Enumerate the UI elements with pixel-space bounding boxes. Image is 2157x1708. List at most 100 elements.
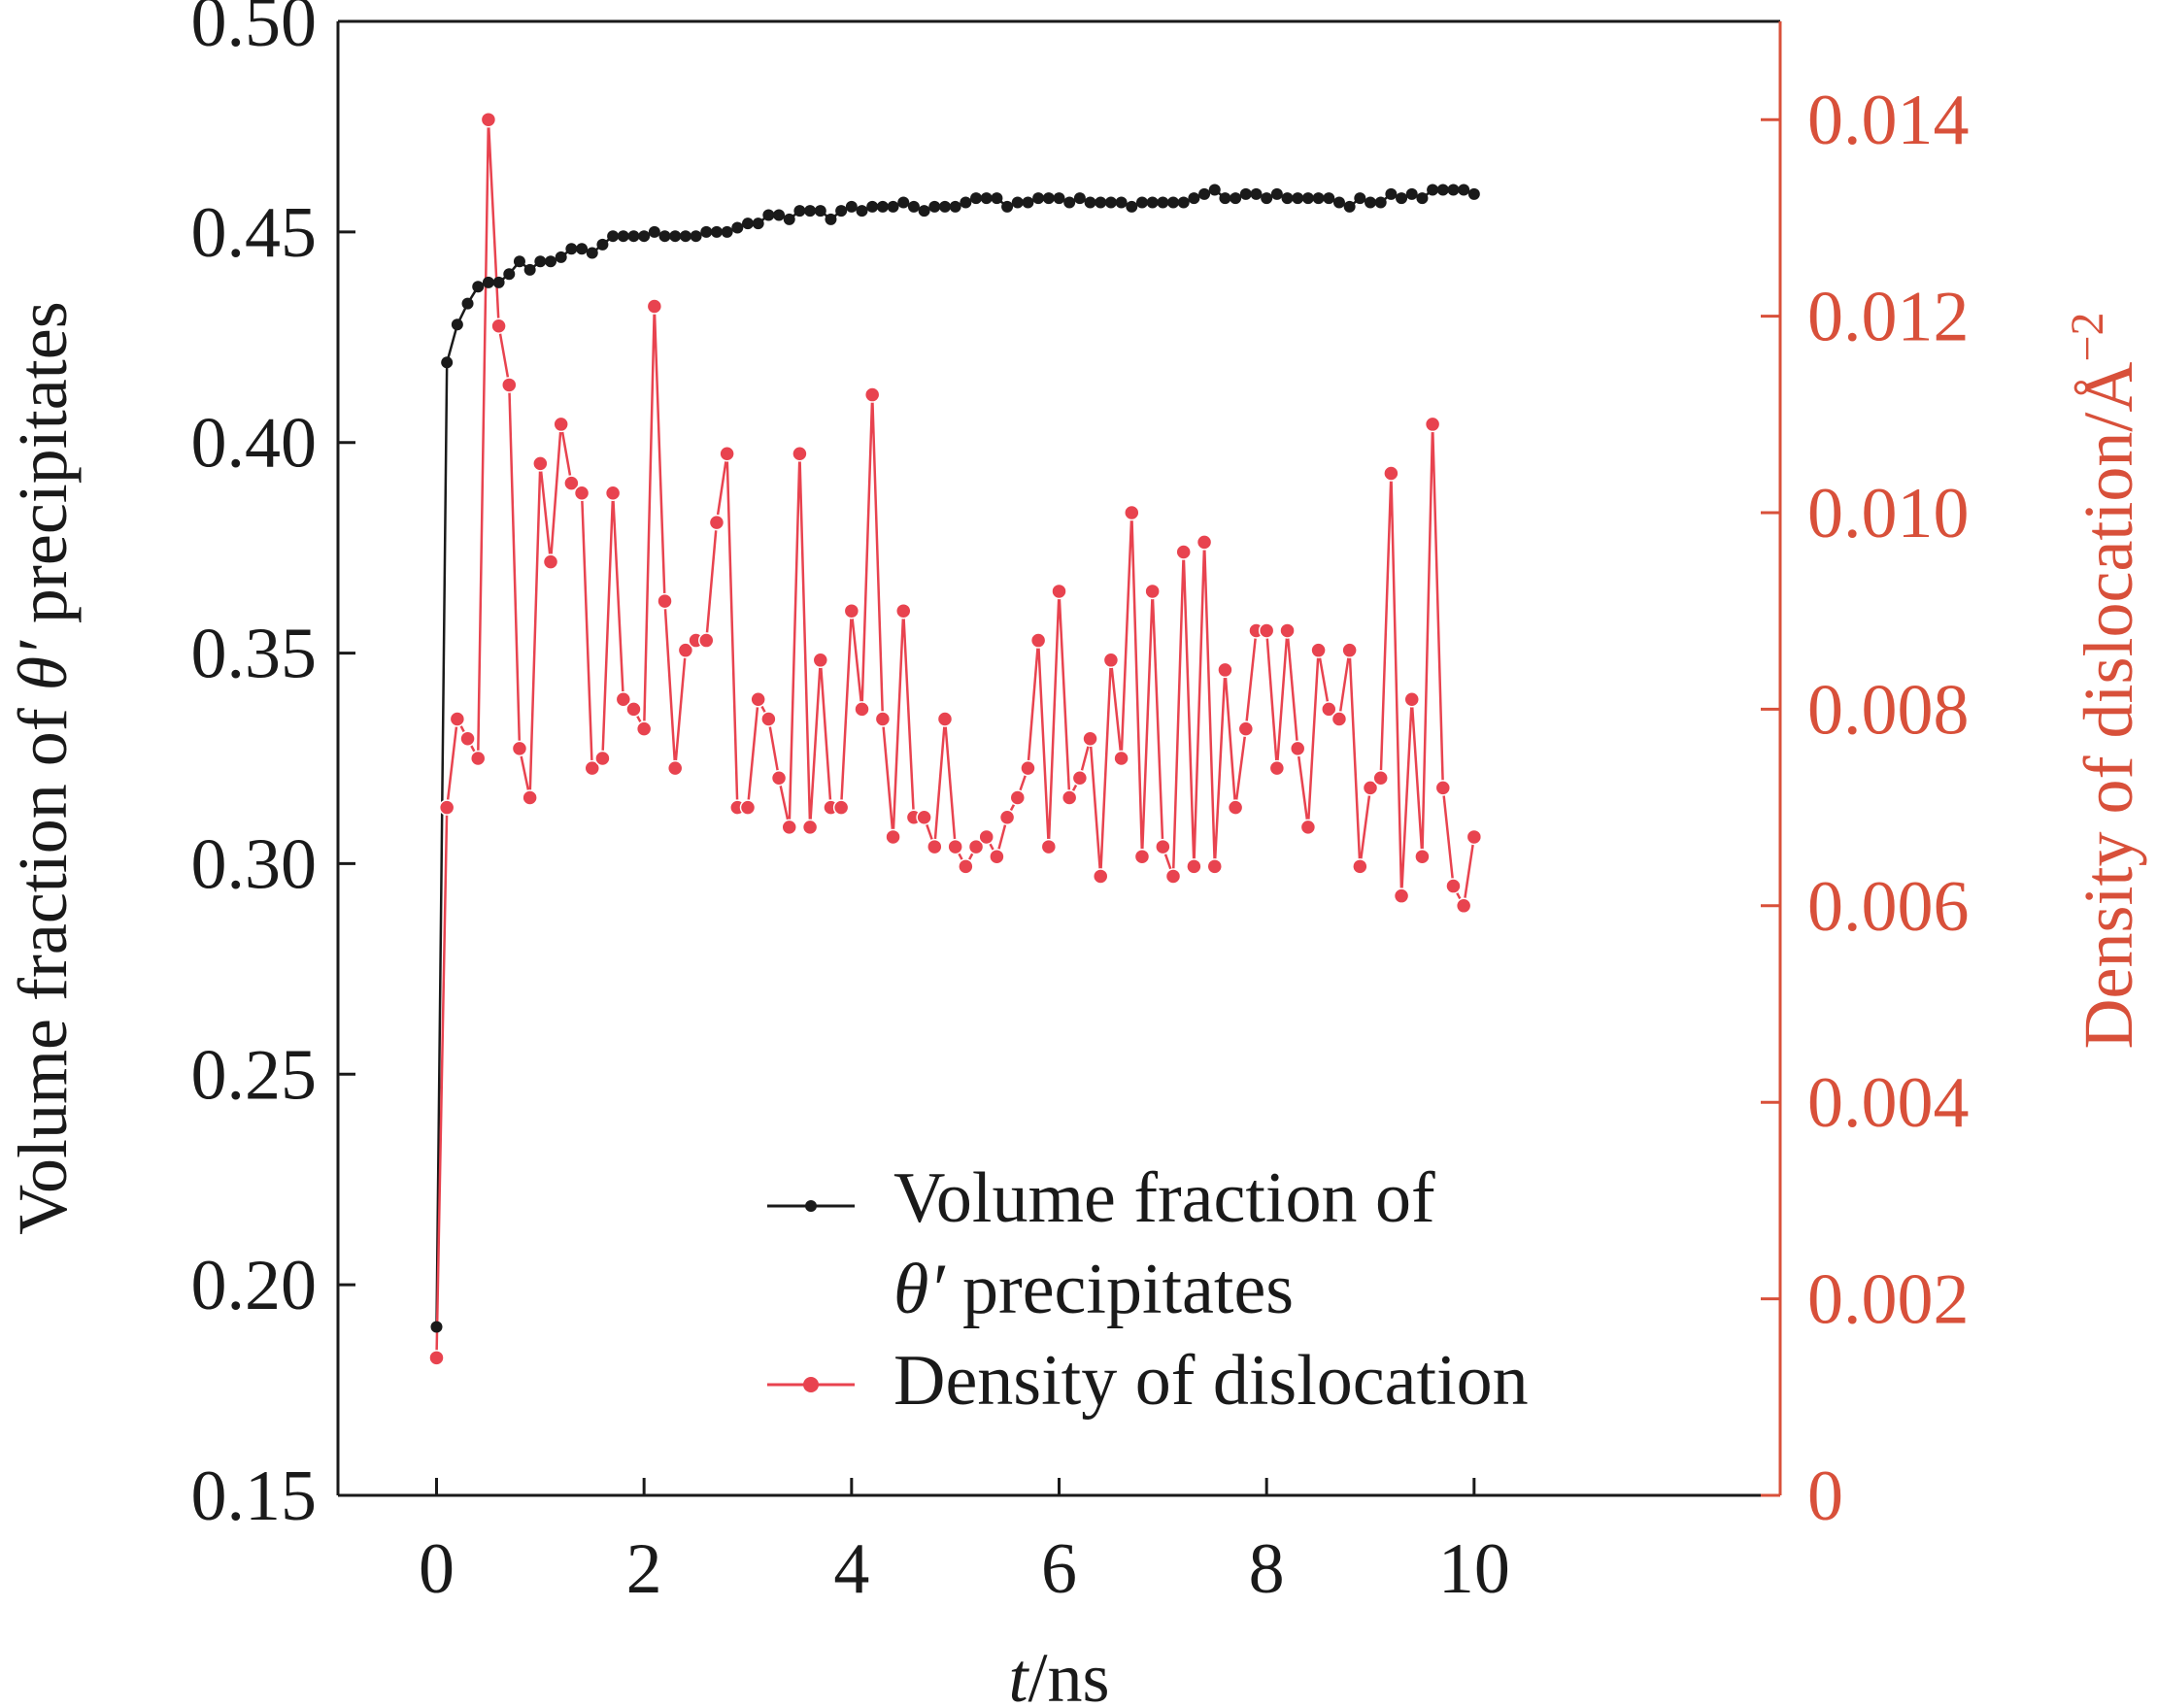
dislocation-density-point bbox=[812, 652, 829, 669]
dislocation-density-point bbox=[1217, 661, 1233, 679]
dislocation-density-point bbox=[1237, 720, 1255, 737]
volume-fraction-point bbox=[835, 205, 848, 218]
right-y-tick-label: 0 bbox=[1807, 1457, 1843, 1536]
left-y-tick-label: 0.45 bbox=[191, 193, 318, 273]
volume-fraction-point bbox=[897, 196, 910, 209]
dislocation-density-point bbox=[760, 711, 777, 727]
dislocation-density-point bbox=[863, 386, 881, 403]
volume-fraction-point bbox=[752, 218, 764, 230]
right-y-axis-title: Density of dislocation/Å−2 bbox=[2062, 313, 2147, 1050]
dislocation-density-point bbox=[646, 298, 663, 315]
dislocation-density-point bbox=[604, 485, 622, 502]
dislocation-density-point bbox=[553, 416, 569, 433]
right-y-tick-label: 0.008 bbox=[1807, 670, 1970, 750]
volume-fraction-point bbox=[1073, 192, 1086, 205]
dislocation-density-point bbox=[1071, 769, 1089, 787]
volume-fraction-point bbox=[1053, 192, 1065, 205]
volume-fraction-point bbox=[492, 276, 505, 288]
dislocation-density-point bbox=[792, 446, 808, 462]
volume-fraction-point bbox=[607, 230, 620, 243]
dislocation-density-point bbox=[1020, 759, 1036, 777]
left-y-axis-ticks: 0.15 0.20 0.25 0.30 0.35 0.40 0.45 0.50 bbox=[191, 0, 355, 1536]
dislocation-density-point bbox=[770, 769, 788, 787]
volume-fraction-point bbox=[1001, 200, 1014, 213]
right-y-axis-ticks: 0 0.002 0.004 0.006 0.008 0.010 0.012 0.014 bbox=[1761, 81, 1970, 1536]
x-tick-label: 10 bbox=[1438, 1529, 1510, 1609]
dislocation-density-point bbox=[1144, 583, 1161, 600]
dislocation-density-point bbox=[1424, 416, 1441, 433]
dislocation-density-point bbox=[635, 720, 653, 737]
dislocation-density-point bbox=[1393, 887, 1410, 904]
volume-fraction-point bbox=[1177, 196, 1190, 209]
volume-fraction-point bbox=[1208, 184, 1221, 196]
dislocation-density-point bbox=[1175, 544, 1192, 560]
dislocation-density-point bbox=[916, 809, 932, 825]
volume-fraction-point bbox=[1063, 196, 1076, 209]
dislocation-density-point bbox=[1102, 652, 1120, 669]
dislocation-density-point bbox=[532, 455, 549, 472]
dislocation-density-point bbox=[967, 838, 985, 855]
dislocation-density-point bbox=[739, 799, 757, 816]
volume-fraction-point bbox=[1239, 187, 1252, 200]
volume-fraction-point bbox=[762, 209, 775, 221]
volume-fraction-point bbox=[1042, 192, 1055, 205]
dislocation-density-point bbox=[1258, 622, 1275, 639]
right-y-tick-label: 0.006 bbox=[1807, 867, 1970, 947]
dislocation-density-point bbox=[490, 318, 507, 334]
volume-fraction-point bbox=[596, 238, 609, 251]
volume-fraction-point bbox=[1458, 184, 1470, 196]
dislocation-density-point bbox=[927, 838, 943, 855]
volume-fraction-point bbox=[669, 230, 682, 243]
dislocation-density-point bbox=[1466, 828, 1483, 846]
dislocation-density-point bbox=[1289, 740, 1306, 757]
left-y-axis-title: Volume fraction of θ′ precipitates bbox=[4, 301, 82, 1235]
volume-fraction-point bbox=[938, 200, 951, 213]
volume-fraction-point bbox=[617, 230, 629, 243]
dislocation-density-point bbox=[1352, 858, 1368, 875]
dislocation-density-point bbox=[625, 701, 642, 718]
left-y-tick-label: 0.50 bbox=[191, 0, 318, 62]
volume-fraction-point bbox=[793, 205, 806, 218]
volume-fraction-point bbox=[451, 318, 463, 331]
left-y-tick-label: 0.20 bbox=[191, 1246, 318, 1325]
dislocation-density-point bbox=[1206, 858, 1224, 875]
volume-fraction-point bbox=[1084, 196, 1096, 209]
volume-fraction-point bbox=[907, 200, 920, 213]
volume-fraction-point bbox=[1250, 187, 1263, 200]
right-y-tick-label: 0.010 bbox=[1807, 474, 1970, 553]
volume-fraction-point bbox=[1436, 184, 1449, 196]
volume-fraction-point bbox=[1447, 184, 1460, 196]
volume-fraction-point bbox=[648, 225, 660, 238]
volume-fraction-point bbox=[1146, 196, 1159, 209]
dislocation-density-point bbox=[469, 750, 487, 767]
dislocation-density-point bbox=[719, 446, 735, 462]
volume-fraction-point bbox=[970, 192, 983, 205]
volume-fraction-point bbox=[1332, 196, 1345, 209]
volume-fraction-point bbox=[700, 225, 713, 238]
left-y-tick-label: 0.15 bbox=[191, 1457, 318, 1536]
volume-fraction-point bbox=[960, 196, 972, 209]
dislocation-density-point bbox=[1113, 750, 1129, 767]
dislocation-density-point bbox=[501, 377, 518, 393]
dislocation-density-point bbox=[1383, 465, 1399, 482]
volume-fraction-point bbox=[430, 1321, 443, 1333]
volume-fraction-point bbox=[523, 263, 536, 276]
dislocation-density-point bbox=[885, 828, 901, 846]
volume-fraction-point bbox=[555, 251, 567, 263]
dislocation-density-point bbox=[1227, 799, 1244, 816]
series-points bbox=[428, 111, 1483, 1366]
volume-fraction-point bbox=[482, 276, 494, 288]
volume-fraction-point bbox=[638, 230, 651, 243]
volume-fraction-point bbox=[1323, 192, 1335, 205]
volume-fraction-point bbox=[741, 218, 754, 230]
volume-fraction-point bbox=[918, 205, 930, 218]
dislocation-density-point bbox=[1331, 711, 1348, 727]
volume-fraction-point bbox=[1270, 187, 1283, 200]
volume-fraction-point bbox=[513, 255, 525, 268]
dislocation-density-point bbox=[708, 514, 725, 531]
dislocation-density-point bbox=[1155, 838, 1171, 855]
volume-fraction-point bbox=[928, 200, 941, 213]
volume-fraction-point bbox=[804, 205, 817, 218]
volume-fraction-point bbox=[1416, 192, 1429, 205]
